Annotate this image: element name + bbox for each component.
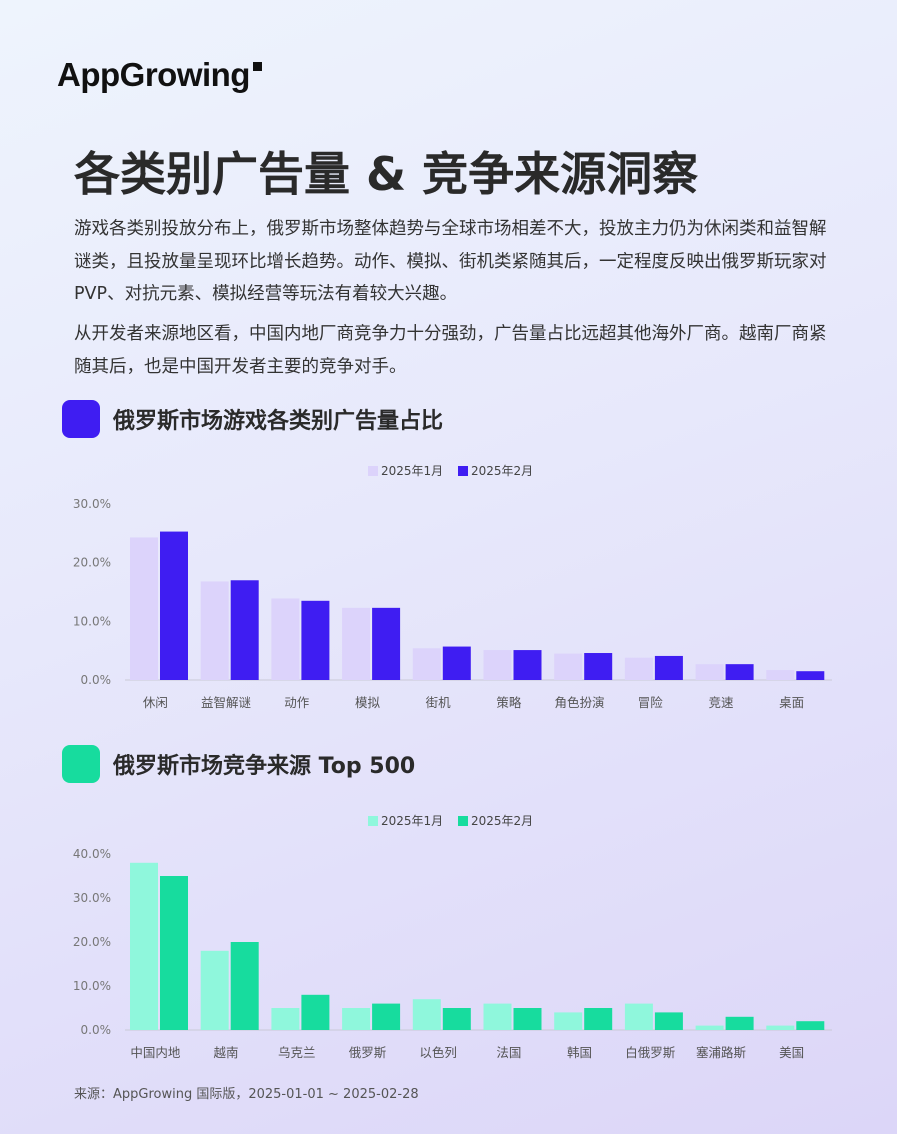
bar: [372, 607, 401, 680]
section-title-categories: 俄罗斯市场游戏各类别广告量占比: [113, 409, 444, 434]
bar: [160, 531, 188, 680]
bar: [200, 581, 229, 680]
bar: [766, 670, 795, 680]
bar: [725, 664, 754, 680]
x-tick-label: 塞浦路斯: [696, 1045, 746, 1060]
bar: [725, 1016, 754, 1030]
y-tick-label: 10.0%: [73, 614, 111, 628]
bar: [695, 664, 724, 680]
x-tick-label: 乌克兰: [278, 1045, 316, 1060]
y-tick-label: 0.0%: [81, 673, 112, 687]
bar: [271, 598, 300, 680]
bar: [624, 657, 653, 680]
x-tick-label: 竞速: [708, 695, 734, 710]
y-tick-label: 0.0%: [81, 1023, 112, 1037]
section-title-competition: 俄罗斯市场竞争来源 Top 500: [113, 754, 416, 779]
x-tick-label: 街机: [426, 695, 452, 710]
legend-label: 2025年1月: [381, 464, 443, 478]
bar: [442, 1008, 471, 1030]
x-tick-label: 韩国: [567, 1045, 592, 1060]
legend-swatch: [368, 466, 378, 476]
x-tick-label: 模拟: [355, 695, 381, 710]
bar: [160, 876, 188, 1030]
bar: [483, 1003, 512, 1030]
section-marker-purple: [62, 400, 100, 438]
bar: [412, 648, 441, 680]
bar: [342, 607, 371, 680]
bar: [766, 1025, 795, 1030]
x-tick-label: 动作: [284, 695, 310, 710]
bar: [513, 650, 542, 680]
bar: [796, 1021, 825, 1030]
bar: [130, 862, 158, 1030]
logo-text: AppGrowing: [57, 56, 250, 93]
page-title: 各类别广告量 & 竞争来源洞察: [74, 147, 699, 201]
bar: [554, 653, 583, 680]
logo-dot: [252, 62, 262, 71]
x-tick-label: 休闲: [143, 695, 168, 710]
y-tick-label: 30.0%: [73, 891, 111, 905]
y-tick-label: 10.0%: [73, 979, 111, 993]
bar: [412, 999, 441, 1030]
intro-paragraph-2: 从开发者来源地区看，中国内地厂商竞争力十分强劲，广告量占比远超其他海外厂商。越南…: [74, 324, 827, 377]
x-tick-label: 白俄罗斯: [625, 1045, 675, 1060]
appgrowing-logo: AppGrowing: [57, 56, 262, 94]
legend-swatch: [368, 816, 378, 826]
bar: [230, 580, 259, 680]
bar: [200, 950, 229, 1030]
y-tick-label: 40.0%: [73, 847, 111, 861]
x-tick-label: 越南: [214, 1045, 239, 1060]
x-tick-label: 策略: [496, 695, 522, 710]
y-tick-label: 30.0%: [73, 497, 111, 511]
y-tick-label: 20.0%: [73, 556, 111, 570]
y-tick-label: 20.0%: [73, 935, 111, 949]
bar: [584, 653, 613, 680]
x-tick-label: 角色扮演: [555, 695, 605, 710]
bar: [624, 1003, 653, 1030]
x-tick-label: 益智解谜: [201, 695, 252, 710]
x-tick-label: 以色列: [419, 1045, 457, 1060]
bar: [230, 942, 259, 1030]
section-header-categories: 俄罗斯市场游戏各类别广告量占比: [62, 400, 443, 438]
bar: [796, 671, 825, 680]
legend-label: 2025年2月: [471, 464, 533, 478]
section-marker-green: [62, 745, 100, 783]
legend-label: 2025年2月: [471, 814, 533, 828]
legend-swatch: [458, 466, 468, 476]
legend-label: 2025年1月: [381, 814, 443, 828]
bar: [513, 1008, 542, 1030]
competition-source-chart: 2025年1月 2025年2月 0.0% 10.0% 20.0% 30.0% 40.0% 中国…: [73, 814, 832, 1060]
intro-paragraph-1: 游戏各类别投放分布上，俄罗斯市场整体趋势与全球市场相差不大，投放主力仍为休闲类和…: [74, 219, 827, 304]
x-tick-label: 俄罗斯: [349, 1045, 387, 1060]
section-header-competition: 俄罗斯市场竞争来源 Top 500: [62, 745, 415, 783]
bar: [301, 600, 330, 680]
bar: [654, 655, 683, 680]
bar: [554, 1012, 583, 1030]
bar: [372, 1003, 401, 1030]
source-note: 来源：AppGrowing 国际版，2025-01-01 ~ 2025-02-2…: [74, 1087, 419, 1102]
x-tick-label: 冒险: [638, 695, 664, 710]
x-tick-label: 美国: [779, 1045, 804, 1060]
bar: [442, 646, 471, 680]
bar: [654, 1012, 683, 1030]
category-ad-share-chart: 2025年1月 2025年2月 0.0% 10.0% 20.0% 30.0% 休闲 益智解谜 动…: [73, 464, 832, 710]
x-tick-label: 法国: [496, 1045, 521, 1060]
bar: [584, 1008, 613, 1030]
bar: [301, 994, 330, 1030]
x-tick-label: 桌面: [779, 695, 804, 710]
bar: [695, 1025, 724, 1030]
x-tick-label: 中国内地: [130, 1045, 181, 1060]
bar: [342, 1008, 371, 1030]
bar: [271, 1008, 300, 1030]
legend-swatch: [458, 816, 468, 826]
bar: [483, 650, 512, 680]
bar: [130, 537, 158, 680]
